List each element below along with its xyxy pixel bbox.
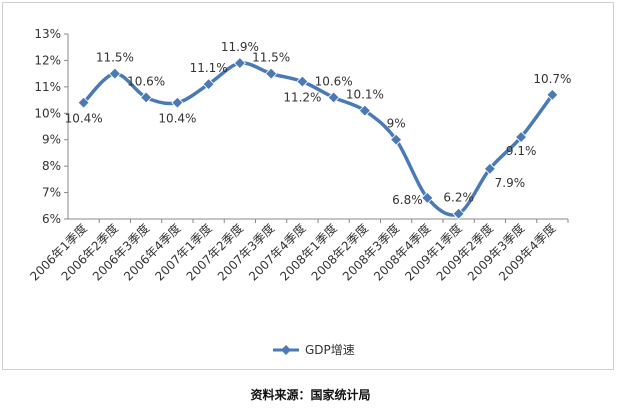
y-tick-label: 10% [34,106,61,120]
chart-frame: 6% 7% 8% 9% 10% 11% 12% 13% 2006年1季度 2006年2季度 2006… [2,2,614,370]
legend-label: GDP增速 [305,343,355,357]
data-point-marker [452,207,465,220]
gdp-growth-line-chart: 6%7%8%9%10%11%12%13%2006年1季度2006年2季度2006… [27,27,572,357]
data-label: 11.5% [96,51,134,65]
data-point-marker [171,96,184,109]
data-label: 11.1% [190,61,228,75]
y-tick-label: 7% [42,186,61,200]
data-point-marker [327,91,340,104]
data-label: 10.4% [65,112,103,126]
data-label: 7.9% [495,176,526,190]
y-tick-label: 11% [34,80,61,94]
data-point-marker [546,88,559,101]
data-label: 10.4% [158,112,196,126]
y-tick-label: 8% [42,159,61,173]
data-point-marker [108,67,121,80]
legend-swatch-marker [281,345,291,355]
data-point-marker [390,133,403,146]
data-label: 10.6% [315,74,353,88]
data-label: 9% [387,117,406,131]
data-point-marker [296,75,309,88]
data-point-marker [233,57,246,70]
data-label: 6.8% [392,193,423,207]
data-point-marker [140,91,153,104]
y-tick-label: 9% [42,133,61,147]
data-label: 11.5% [252,51,290,65]
series-line-gdp [82,61,554,217]
data-label: 11.9% [221,40,259,54]
data-point-marker [483,162,496,175]
y-tick-label: 13% [34,27,61,41]
data-point-marker [358,104,371,117]
data-label: 9.1% [506,144,537,158]
data-label: 11.2% [283,91,321,105]
data-point-marker [515,131,528,144]
data-label: 10.7% [533,72,571,86]
data-point-marker [265,67,278,80]
data-label: 6.2% [443,191,474,205]
data-point-marker [77,96,90,109]
source-note: 资料来源：国家统计局 [250,388,371,402]
data-label: 10.1% [346,88,384,102]
data-point-marker [421,191,434,204]
data-point-marker [202,78,215,91]
y-tick-label: 6% [42,212,61,226]
y-tick-label: 12% [34,53,61,67]
data-label: 10.6% [127,74,165,88]
